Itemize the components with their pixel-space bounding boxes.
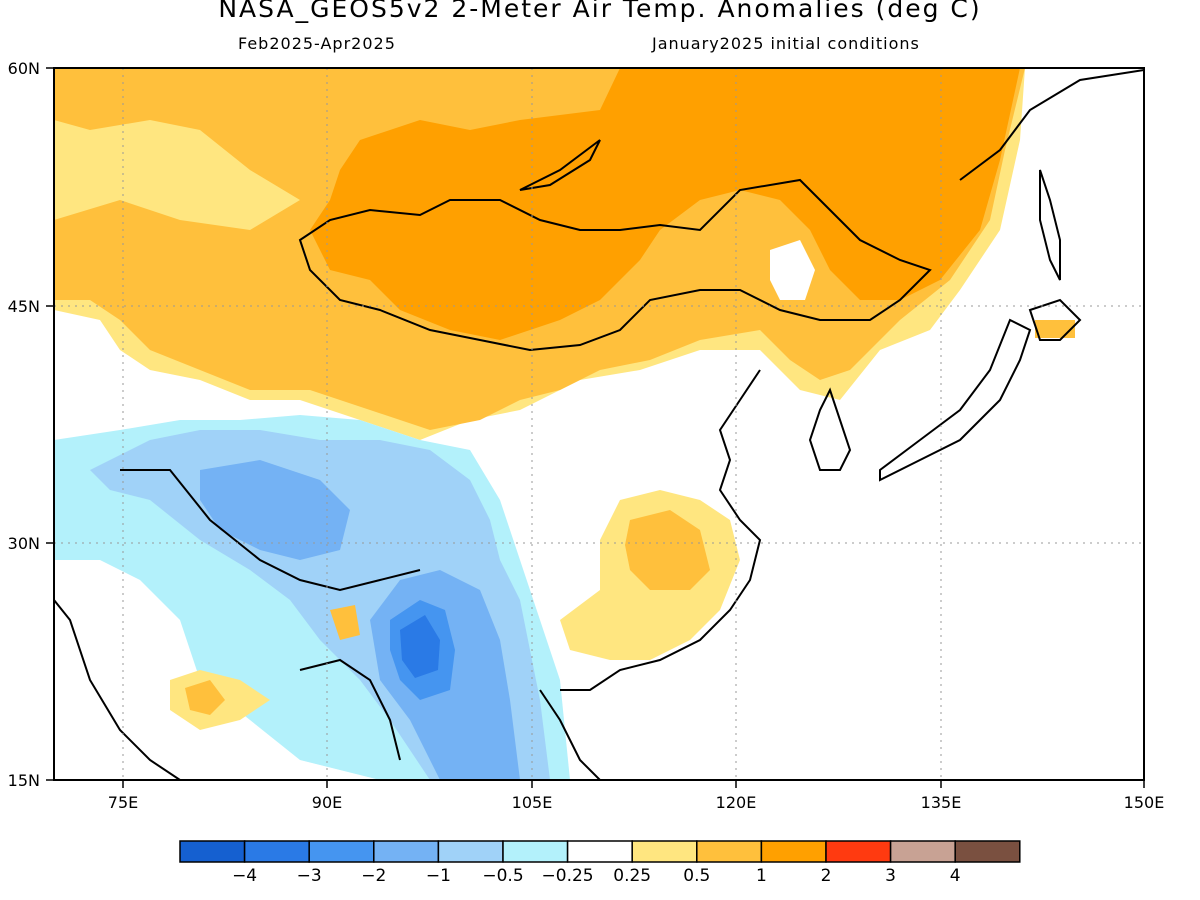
lon-label-105e: 105E	[512, 793, 553, 812]
cool-tibet-inner	[200, 460, 350, 560]
warm-india-spot-core	[185, 680, 225, 715]
colorbar-label: 4	[950, 866, 961, 886]
china-east-coast	[560, 369, 762, 691]
colorbar-label: −0.5	[482, 866, 523, 886]
japan-coast	[879, 318, 1032, 482]
forecast-period: Feb2025-Apr2025	[238, 34, 396, 53]
map-title: NASA_GEOS5v2 2-Meter Air Temp. Anomalies…	[218, 0, 982, 23]
warm-core-mongolia	[310, 68, 1020, 340]
colorbar-swatch	[179, 840, 246, 863]
lat-label-45n: 45N	[8, 297, 40, 316]
axis-ticks	[46, 67, 1145, 788]
lat-label-60n: 60N	[8, 59, 40, 78]
colorbar-swatch	[502, 840, 569, 863]
colorbar-swatch	[889, 840, 956, 863]
neutral-patch-east	[770, 240, 815, 300]
colorbar-swatch	[566, 840, 633, 863]
colorbar-swatch	[243, 840, 310, 863]
colorbar-swatch	[825, 840, 892, 863]
colorbar-label: −3	[297, 866, 322, 886]
lon-label-90e: 90E	[312, 793, 342, 812]
colorbar-swatch	[373, 840, 440, 863]
colorbar-label: −2	[361, 866, 386, 886]
lon-label-135e: 135E	[921, 793, 962, 812]
russia-east-coast	[959, 69, 1144, 181]
warm-bengal-spot	[330, 605, 360, 640]
colorbar-label: −0.25	[542, 866, 594, 886]
colorbar-label: 3	[885, 866, 896, 886]
colorbar-swatch	[954, 840, 1021, 863]
baikal-lake	[519, 139, 601, 191]
colorbar-label: 0.25	[613, 866, 651, 886]
mongolia-border	[298, 178, 932, 352]
colorbar-label: −4	[232, 866, 257, 886]
lat-label-15n: 15N	[8, 771, 40, 790]
hokkaido-coast	[1028, 298, 1082, 341]
sakhalin-coast	[1039, 169, 1061, 281]
lat-label-30n: 30N	[8, 534, 40, 553]
colorbar: −4 −3 −2 −1 −0.5 −0.25 0.25 0.5 1 2 3 4	[179, 840, 1021, 886]
colorbar-swatch	[631, 840, 698, 863]
anomaly-fields	[54, 68, 1075, 780]
himalaya-border	[120, 469, 421, 592]
korea-coast	[808, 387, 852, 471]
colorbar-label: 2	[821, 866, 832, 886]
colorbar-swatch	[696, 840, 763, 863]
plot-frame	[53, 67, 1145, 781]
lon-label-75e: 75E	[108, 793, 138, 812]
coastlines-borders	[54, 69, 1144, 780]
initial-conditions: January2025 initial conditions	[652, 34, 920, 53]
india-coast	[54, 599, 181, 780]
colorbar-label: 1	[756, 866, 767, 886]
lon-label-120e: 120E	[716, 793, 757, 812]
warm-east-strip	[1035, 320, 1075, 338]
colorbar-swatch	[437, 840, 504, 863]
colorbar-swatch	[760, 840, 827, 863]
indochina-coast	[539, 689, 601, 780]
lon-label-150e: 150E	[1124, 793, 1165, 812]
colorbar-label: 0.5	[683, 866, 710, 886]
colorbar-swatch	[308, 840, 375, 863]
warm-central-china-core	[625, 510, 710, 590]
cool-myanmar-core	[400, 615, 440, 678]
colorbar-label: −1	[426, 866, 451, 886]
